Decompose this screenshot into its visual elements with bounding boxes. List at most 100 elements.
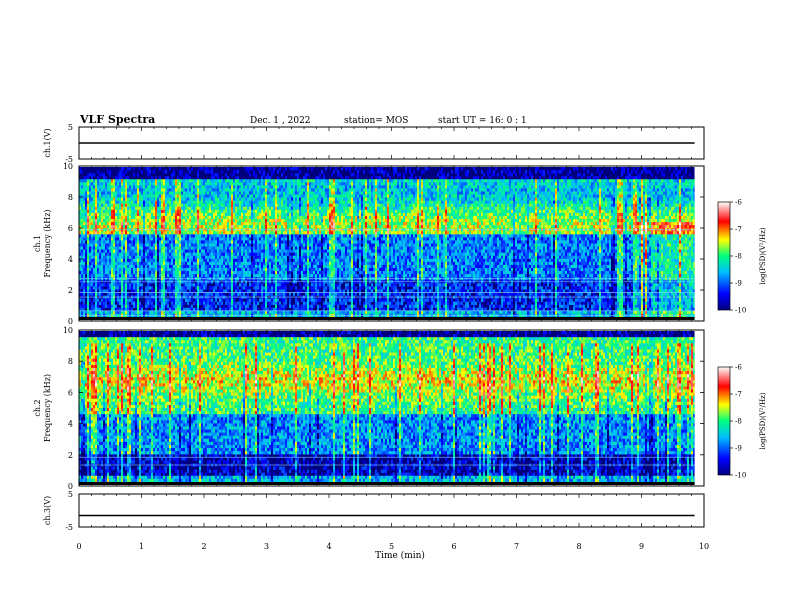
spectrogram-cell [171,191,173,194]
spectrogram-cell [171,222,173,225]
spectrogram-cell [269,240,271,243]
spectrogram-cell [261,271,263,274]
spectrogram-cell [227,219,229,222]
spectrogram-cell [123,219,125,222]
spectrogram-cell [243,234,245,237]
spectrogram-cell [171,271,173,274]
spectrogram-cell [159,201,161,204]
spectrogram-cell [263,286,265,289]
spectrogram-cell [239,191,241,194]
spectrogram-cell [183,256,185,259]
spectrogram-cell [231,204,233,207]
spectrogram-cell [229,240,231,243]
spectrogram-cell [185,210,187,213]
spectrogram-cell [267,271,269,274]
spectrogram-cell [167,179,169,182]
spectrogram-cell [221,311,223,314]
spectrogram-cell [85,234,87,237]
spectrogram-cell [215,259,217,262]
spectrogram-cell [265,219,267,222]
spectrogram-cell [135,210,137,213]
spectrogram-cell [231,225,233,228]
spectrogram-cell [89,240,91,243]
spectrogram-cell [177,305,179,308]
spectrogram-cell [183,219,185,222]
spectrogram-cell [129,198,131,201]
spectrogram-cell [221,265,223,268]
spectrogram-cell [265,247,267,250]
spectrogram-cell [225,173,227,176]
spectrogram-cell [133,185,135,188]
spectrogram-cell [231,210,233,213]
spectrogram-cell [147,286,149,289]
spectrogram-cell [179,274,181,277]
spectrogram-cell [229,222,231,225]
spectrogram-cell [111,274,113,277]
spectrogram-cell [237,191,239,194]
spectrogram-cell [173,188,175,191]
spectrogram-cell [113,213,115,216]
spectrogram-cell [129,216,131,219]
spectrogram-cell [261,305,263,308]
spectrogram-cell [203,216,205,219]
spectrogram-cell [205,311,207,314]
spectrogram-cell [109,188,111,191]
spectrogram-cell [245,265,247,268]
spectrogram-cell [273,231,275,234]
spectrogram-cell [221,176,223,179]
spectrogram-cell [247,234,249,237]
spectrogram-cell [175,240,177,243]
spectrogram-cell [91,182,93,185]
spectrogram-cell [273,311,275,314]
spectrogram-cell [93,271,95,274]
spectrogram-cell [195,195,197,198]
spectrogram-cell [293,234,295,237]
spectrogram-cell [291,305,293,308]
spectrogram-cell [235,244,237,247]
spectrogram-cell [193,247,195,250]
spectrogram-cell [129,283,131,286]
spectrogram-cell [263,225,265,228]
spectrogram-cell [247,237,249,240]
spectrogram-cell [287,274,289,277]
spectrogram-cell [277,259,279,262]
spectrogram-cell [251,191,253,194]
spectrogram-cell [147,170,149,173]
spectrogram-cell [257,311,259,314]
spectrogram-cell [277,268,279,271]
spectrogram-cell [123,286,125,289]
spectrogram-cell [235,182,237,185]
spectrogram-cell [115,292,117,295]
spectrogram-cell [261,213,263,216]
spectrogram-cell [203,253,205,256]
spectrogram-cell [199,244,201,247]
spectrogram-cell [239,204,241,207]
spectrogram-cell [251,222,253,225]
spectrogram-cell [197,198,199,201]
spectrogram-cell [177,195,179,198]
spectrogram-cell [241,244,243,247]
spectrogram-cell [285,262,287,265]
spectrogram-cell [101,302,103,305]
spectrogram-cell [261,244,263,247]
spectrogram-cell [223,188,225,191]
spectrogram-cell [165,302,167,305]
spectrogram-cell [217,259,219,262]
spectrogram-cell [129,231,131,234]
spectrogram-cell [221,244,223,247]
spectrogram-cell [209,265,211,268]
spectrogram-cell [137,311,139,314]
spectrogram-cell [279,240,281,243]
spectrogram-cell [179,234,181,237]
spectrogram-cell [215,286,217,289]
spectrogram-cell [181,195,183,198]
spectrogram-cell [125,222,127,225]
spectrogram-cell [289,182,291,185]
spectrogram-cell [197,222,199,225]
spectrogram-cell [131,274,133,277]
spectrogram-cell [95,262,97,265]
spectrogram-cell [105,219,107,222]
spectrogram-cell [83,188,85,191]
spectrogram-cell [291,182,293,185]
